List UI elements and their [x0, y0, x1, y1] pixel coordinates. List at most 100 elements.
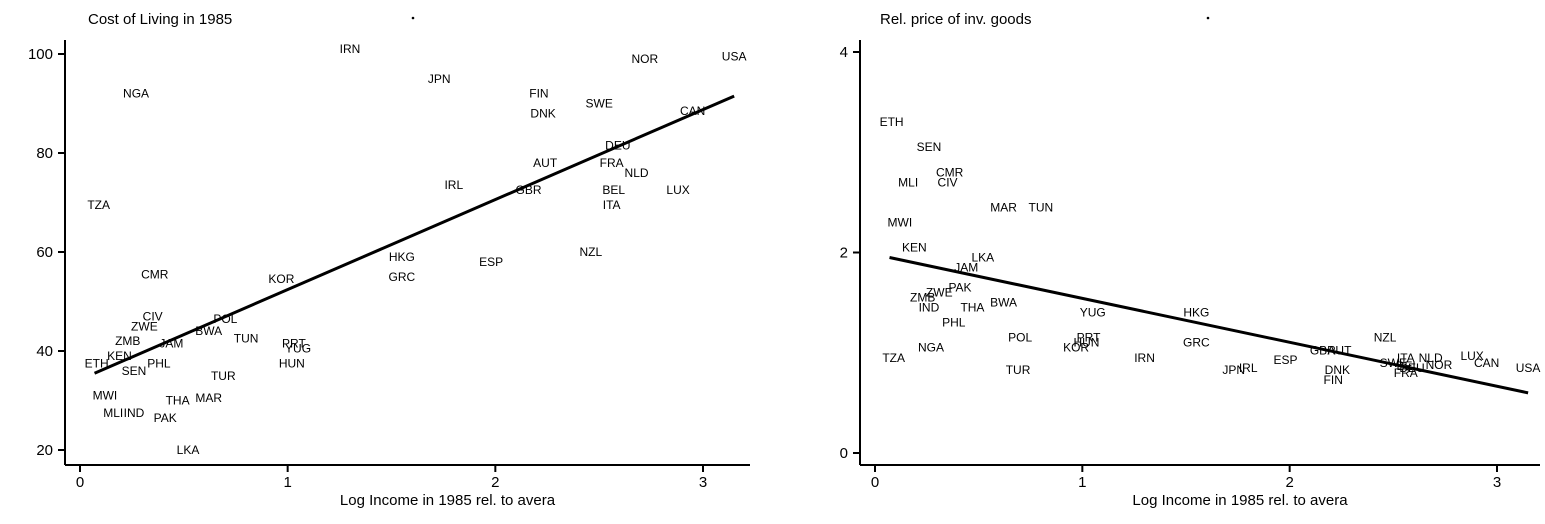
chart-title: Cost of Living in 1985	[88, 11, 232, 28]
data-point-label: PAK	[948, 281, 971, 295]
data-point-label: NZL	[1374, 331, 1397, 345]
data-point-label: TZA	[882, 351, 905, 365]
data-point-label: TUN	[1029, 200, 1054, 214]
data-point-label: MWI	[93, 389, 118, 403]
data-point-label: IND	[919, 301, 940, 315]
data-point-label: CIV	[938, 175, 958, 189]
data-point-label: DNK	[1325, 363, 1350, 377]
data-point-label: JPN	[428, 72, 451, 86]
data-point-label: KOR	[268, 272, 294, 286]
data-point-label: THA	[166, 394, 190, 408]
data-point-label: YUG	[285, 342, 311, 356]
data-point-label: GRC	[1183, 336, 1210, 350]
data-point-label: YUG	[1080, 306, 1106, 320]
data-point-label: CAN	[680, 104, 705, 118]
data-point-label: LKA	[971, 251, 994, 265]
data-point-label: MWI	[888, 215, 913, 229]
x-tick-label: 0	[871, 474, 879, 491]
x-tick-label: 3	[1493, 474, 1501, 491]
x-tick-label: 2	[491, 474, 499, 491]
data-point-label: TUR	[211, 369, 236, 383]
data-point-label: LUX	[1460, 349, 1483, 363]
data-point-label: IRL	[444, 178, 463, 192]
data-point-label: LUX	[666, 183, 689, 197]
data-point-label: NLD	[625, 166, 649, 180]
data-point-label: NOR	[1426, 358, 1453, 372]
data-point-label: BWA	[990, 296, 1017, 310]
data-point-label: HKG	[389, 250, 415, 264]
data-point-label: KOR	[1063, 341, 1089, 355]
panel-cost-of-living: Cost of Living in 1985 0 1 2 3 20 40 60 80 100 Log…	[28, 11, 750, 509]
data-point-label: SEN	[917, 140, 942, 154]
data-point-label: MAR	[990, 200, 1017, 214]
data-point-label: CAN	[1474, 356, 1499, 370]
data-point-label: PRT	[282, 337, 306, 351]
x-tick-label: 1	[1078, 474, 1086, 491]
data-point-label: HKG	[1183, 306, 1209, 320]
data-point-label: NLD	[1419, 351, 1443, 365]
data-point-label: GRC	[389, 270, 416, 284]
y-tick-label: 20	[36, 442, 53, 459]
regression-line	[889, 256, 1529, 395]
data-point-label: CIV	[143, 309, 163, 323]
data-point-label: MLI	[898, 175, 918, 189]
data-point-label: IRL	[1239, 361, 1258, 375]
data-point-label: THA	[960, 301, 984, 315]
data-point-label: KEN	[902, 240, 927, 254]
data-point-label: PRT	[1077, 331, 1101, 345]
y-tick-label: 60	[36, 244, 53, 261]
data-point-label: ZMB	[910, 291, 935, 305]
data-point-label: MAR	[195, 391, 222, 405]
data-point-label: POL	[1008, 331, 1032, 345]
title-dot-mark	[1206, 16, 1210, 20]
data-point-label: MLI	[103, 406, 123, 420]
data-point-label: JAM	[159, 337, 183, 351]
data-point-label: AUT	[533, 156, 558, 170]
data-point-label: ZMB	[115, 334, 140, 348]
data-point-label: DNK	[530, 106, 555, 120]
data-point-label: TZA	[87, 198, 110, 212]
data-point-label: FRA	[600, 156, 624, 170]
data-point-label: LKA	[177, 443, 200, 457]
data-point-label: HUN	[279, 356, 305, 370]
data-point-label: USA	[722, 49, 747, 63]
data-point-label: NGA	[918, 341, 944, 355]
x-axis-label: Log Income in 1985 rel. to avera	[340, 492, 556, 509]
x-tick-label: 2	[1285, 474, 1293, 491]
title-dot-mark	[411, 16, 415, 20]
y-tick-label: 40	[36, 343, 53, 360]
data-point-label: IRN	[340, 42, 361, 56]
x-tick-label: 0	[76, 474, 84, 491]
data-point-label: HUN	[1073, 336, 1099, 350]
y-tick-label: 0	[840, 445, 848, 462]
x-axis-label: Log Income in 1985 rel. to avera	[1132, 492, 1348, 509]
data-point-label: TUR	[1006, 363, 1031, 377]
regression-line	[93, 94, 735, 375]
data-point-label: NZL	[580, 245, 603, 259]
y-tick-label: 100	[28, 46, 53, 63]
y-tick-label: 2	[840, 245, 848, 262]
data-point-label: JPN	[1222, 363, 1245, 377]
data-point-label: ZWE	[131, 319, 158, 333]
data-point-label: FIN	[1324, 373, 1343, 387]
data-point-label: IRN	[1134, 351, 1155, 365]
data-point-label: PHL	[147, 356, 171, 370]
y-tick-label: 4	[840, 44, 848, 61]
data-point-label: NGA	[123, 87, 149, 101]
data-point-label: ESP	[1274, 353, 1298, 367]
data-point-label: ITA	[603, 198, 621, 212]
chart-title: Rel. price of inv. goods	[880, 11, 1031, 28]
data-point-label: TUN	[234, 332, 259, 346]
data-point-label: PHL	[942, 316, 966, 330]
data-point-label: NOR	[632, 52, 659, 66]
data-point-label: ETH	[880, 115, 904, 129]
data-point-label: FIN	[529, 87, 548, 101]
data-point-label: ETH	[85, 356, 109, 370]
data-point-label: ITA	[1397, 351, 1415, 365]
data-point-label: USA	[1516, 361, 1541, 375]
x-tick-label: 3	[699, 474, 707, 491]
data-point-label: IND	[124, 406, 145, 420]
data-point-label: CMR	[141, 267, 169, 281]
